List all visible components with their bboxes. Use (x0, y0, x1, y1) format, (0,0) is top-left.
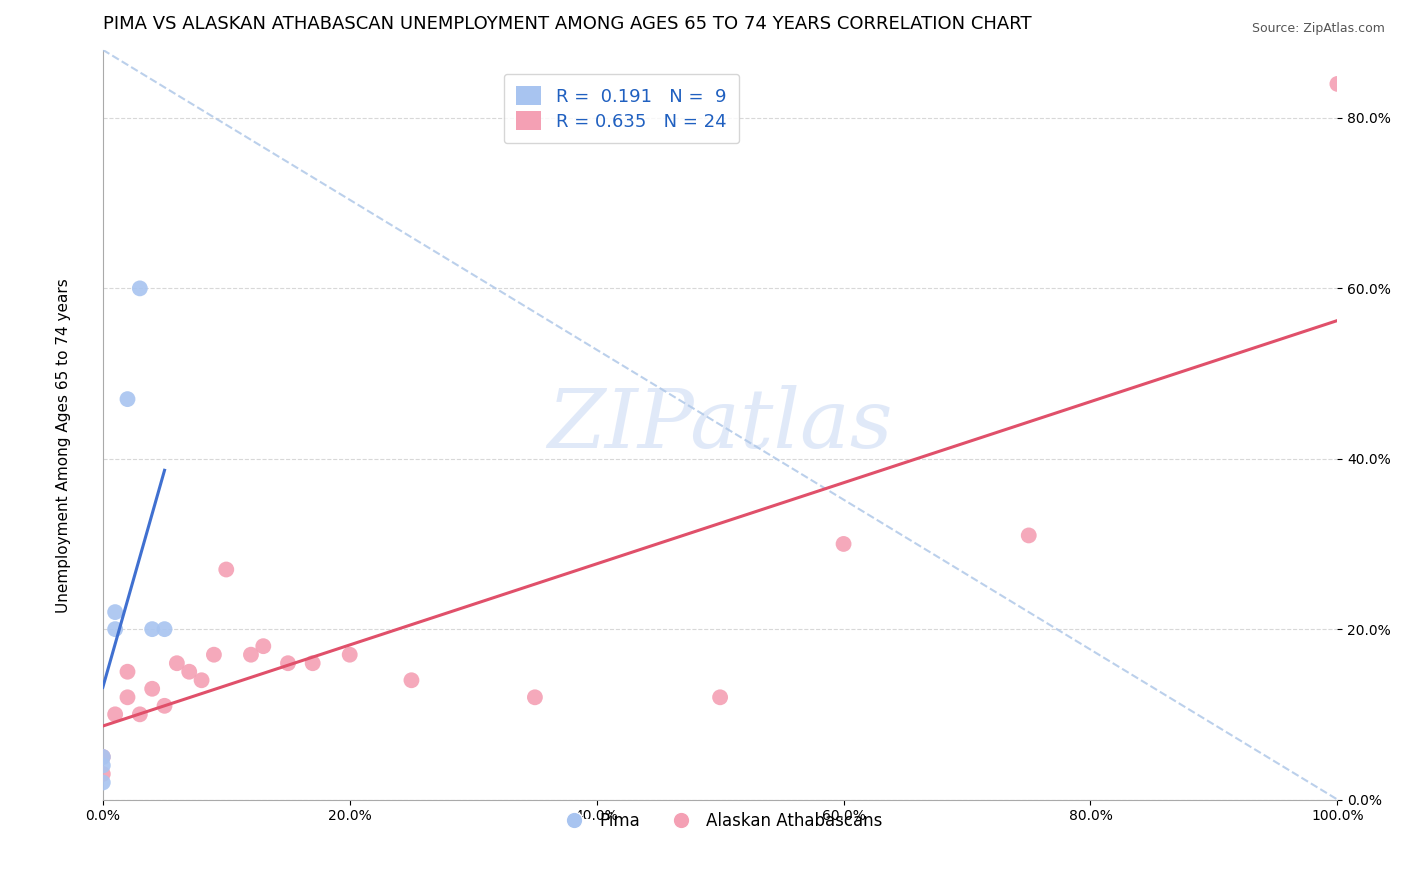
Point (153, 698, 176, 713)
Point (166, 657, 188, 671)
Legend: Pima, Alaskan Athabascans: Pima, Alaskan Athabascans (551, 805, 890, 836)
Point (190, 673, 212, 688)
Text: Source: ZipAtlas.com: Source: ZipAtlas.com (1251, 22, 1385, 36)
Text: ZIPatlas: ZIPatlas (547, 384, 893, 465)
Point (91, 775, 114, 789)
Point (1018, 528, 1040, 542)
Point (239, 648, 262, 662)
Point (104, 605, 127, 619)
Point (91, 750, 114, 764)
Point (277, 657, 299, 671)
Point (215, 562, 238, 576)
Point (523, 690, 546, 705)
Point (128, 281, 150, 295)
Point (153, 622, 176, 636)
Point (117, 392, 139, 406)
Point (401, 673, 423, 688)
Point (91, 750, 114, 764)
Text: PIMA VS ALASKAN ATHABASCAN UNEMPLOYMENT AMONG AGES 65 TO 74 YEARS CORRELATION CH: PIMA VS ALASKAN ATHABASCAN UNEMPLOYMENT … (103, 15, 1032, 33)
Point (179, 665, 201, 679)
Point (117, 665, 139, 679)
Point (1326, 77, 1348, 91)
Point (832, 537, 855, 551)
Point (117, 690, 139, 705)
Point (141, 681, 163, 696)
Point (104, 622, 127, 636)
Point (91, 758, 114, 772)
Point (252, 639, 274, 653)
Point (301, 657, 323, 671)
Point (202, 648, 225, 662)
Point (91, 767, 114, 781)
Text: Unemployment Among Ages 65 to 74 years: Unemployment Among Ages 65 to 74 years (56, 278, 70, 614)
Point (339, 648, 361, 662)
Point (709, 690, 731, 705)
Point (104, 707, 127, 722)
Point (141, 622, 163, 636)
Point (128, 707, 150, 722)
